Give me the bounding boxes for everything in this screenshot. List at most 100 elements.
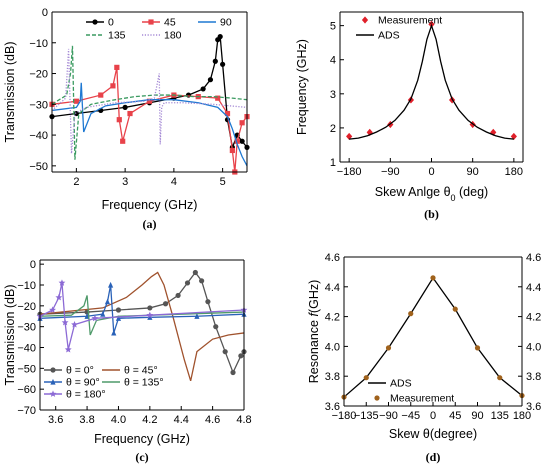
y-tick-label: −70 — [17, 405, 36, 417]
x-tick-label: 4.2 — [142, 414, 157, 426]
x-tick-label: 4 — [171, 176, 177, 188]
data-point — [192, 269, 198, 276]
series-line — [52, 45, 247, 160]
legend: Measurement ADS — [356, 15, 442, 42]
x-tick-label: 90 — [471, 410, 483, 422]
data-point — [217, 34, 223, 40]
legend-label: θ = 90° — [66, 377, 100, 389]
data-point — [200, 86, 206, 92]
y-axis-title: Resonance f(GHz) — [307, 280, 321, 384]
data-point — [111, 329, 117, 336]
y-tick-label: 3 — [330, 89, 336, 101]
y-tick-label-right: 4.2 — [526, 312, 541, 324]
data-point — [120, 138, 126, 144]
legend-label: 45 — [164, 17, 176, 29]
data-point — [100, 311, 106, 317]
x-tick-label: 0 — [430, 410, 436, 422]
x-tick-label: 3.6 — [48, 414, 63, 426]
data-point — [104, 298, 111, 305]
legend-label: Measurement — [378, 15, 442, 27]
data-point — [452, 306, 458, 312]
data-point — [147, 314, 153, 320]
y-tick-label: 1 — [330, 157, 336, 169]
legend-label: ADS — [378, 30, 400, 42]
y-tick-label: 3.8 — [325, 371, 340, 383]
x-tick-label: 135 — [491, 410, 509, 422]
x-tick-label: 180 — [505, 166, 523, 178]
series-line — [52, 48, 247, 154]
y-tick-label-right: 4.6 — [526, 252, 541, 264]
y-tick-label: 5 — [330, 21, 336, 33]
y-tick-label-right: 4.4 — [526, 282, 541, 294]
data-point — [474, 345, 481, 351]
chart-panel: 3.6 3.8 4.0 4.2 4.4 4.6 4.8 0 −10 −20 −30 −40 −50 −60… — [3, 259, 252, 464]
data-point — [385, 345, 392, 351]
y-axis-title: Transmission (dB) — [3, 42, 17, 143]
y-tick-label: −40 — [29, 130, 48, 142]
data-point — [58, 279, 66, 286]
data-point — [114, 64, 120, 70]
legend: θ = 0° θ = 45° θ = 90° θ = 135° θ = 180° — [44, 365, 164, 401]
series-line — [40, 282, 244, 350]
y-tick-label: −20 — [29, 69, 48, 81]
legend-label: 135 — [108, 30, 126, 42]
x-tick-label: −90 — [379, 410, 398, 422]
data-point — [497, 375, 503, 381]
y-tick-label: 4.0 — [325, 341, 340, 353]
y-tick-label: −20 — [17, 301, 36, 313]
data-point — [73, 110, 79, 117]
legend-label: θ = 180° — [66, 389, 106, 401]
x-tick-label: 0 — [428, 166, 434, 178]
series-line — [344, 276, 522, 398]
data-point — [110, 83, 116, 89]
x-tick-label: 4.6 — [205, 414, 220, 426]
y-tick-label: 2 — [330, 123, 336, 135]
data-point — [222, 349, 228, 355]
y-tick-label: −30 — [17, 322, 36, 334]
data-point — [239, 138, 245, 144]
y-tick-label: −40 — [17, 343, 36, 355]
data-point — [55, 293, 63, 301]
data-point — [184, 280, 191, 286]
legend-label: 0 — [108, 17, 114, 29]
y-tick-label: −30 — [29, 99, 48, 111]
data-point — [205, 299, 211, 305]
series-line — [40, 271, 244, 375]
data-point — [49, 306, 56, 313]
data-point — [490, 128, 497, 136]
x-tick-label: 45 — [449, 410, 461, 422]
panel-label: (a) — [143, 217, 157, 231]
legend-swatch-marker — [50, 367, 56, 373]
panel-label: (c) — [135, 450, 148, 464]
data-point — [71, 320, 78, 328]
y-tick-label-right: 3.8 — [526, 371, 541, 383]
data-point — [199, 278, 205, 284]
data-point — [127, 110, 133, 117]
data-point — [366, 128, 373, 136]
x-tick-label: 4.4 — [174, 414, 189, 426]
y-tick-label: 0 — [42, 7, 48, 19]
data-point — [146, 311, 154, 319]
y-tick-label: 0 — [30, 259, 36, 271]
x-tick-label: −180 — [332, 410, 357, 422]
data-point — [162, 301, 169, 307]
legend-swatch-marker — [361, 16, 369, 24]
data-point — [224, 110, 231, 117]
legend-label: Measurement — [390, 393, 454, 405]
x-tick-label: 2 — [73, 176, 79, 188]
data-point — [64, 345, 72, 353]
data-point — [408, 311, 414, 317]
data-point — [115, 307, 122, 313]
data-point — [175, 292, 181, 299]
data-point — [229, 147, 235, 154]
legend-label: ADS — [390, 378, 412, 390]
data-point — [73, 98, 79, 104]
y-tick-label: 4 — [330, 55, 336, 67]
x-axis-title: Skew θ(degree) — [389, 427, 477, 441]
data-point — [346, 132, 353, 141]
x-axis-title: Frequency (GHz) — [102, 198, 198, 212]
panel-label: (b) — [424, 207, 439, 221]
legend-swatch-marker — [148, 19, 154, 25]
series-line — [349, 23, 514, 140]
